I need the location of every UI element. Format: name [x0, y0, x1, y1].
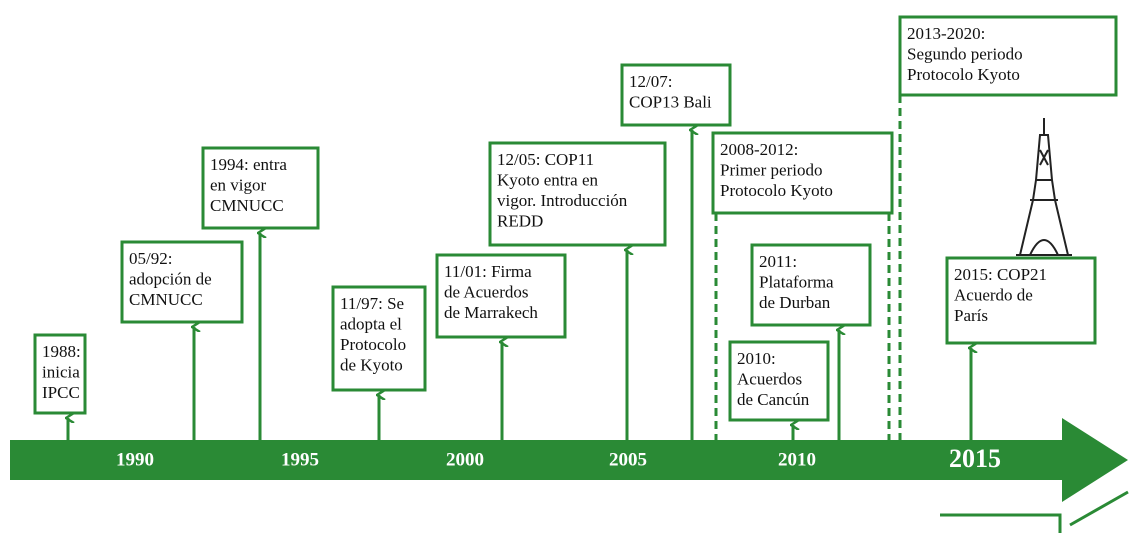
event-text: CMNUCC: [129, 290, 203, 309]
year-label: 2005: [609, 449, 647, 470]
timeline: 1990 1995 2000 2005 2010 2015 1988: iniciaIPCC 0…: [0, 0, 1131, 533]
event-text: Plataforma: [759, 273, 834, 292]
event-text: 1988:: [42, 342, 81, 361]
year-label: 1990: [116, 449, 154, 470]
year-label: 2010: [778, 449, 816, 470]
event-text: de Marrakech: [444, 303, 538, 322]
event-text: en vigor: [210, 176, 267, 195]
year-label: 1995: [281, 449, 319, 470]
year-label: 2015: [949, 444, 1001, 473]
decoration: [940, 515, 1060, 533]
event-text: CMNUCC: [210, 196, 284, 215]
eiffel-tower: [1016, 118, 1072, 255]
event-text: de Acuerdos: [444, 283, 529, 302]
event-text: Protocolo Kyoto: [907, 65, 1020, 84]
year-label: 2000: [446, 449, 484, 470]
event-text: 11/01: Firma: [444, 262, 532, 281]
event-text: COP13 Bali: [629, 93, 712, 112]
event-text: de Kyoto: [340, 356, 403, 375]
event-text: Acuerdo de: [954, 286, 1033, 305]
event-text: Protocolo Kyoto: [720, 181, 833, 200]
event-text: inicia: [42, 363, 80, 382]
event-text: 2008-2012:: [720, 140, 798, 159]
event-text: Primer periodo: [720, 161, 822, 180]
event-text: 12/07:: [629, 72, 672, 91]
event-text: 05/92:: [129, 249, 172, 268]
event-text: 11/97: Se: [340, 294, 404, 313]
event-text: adopción de: [129, 270, 212, 289]
event-text: vigor. Introducción: [497, 191, 628, 210]
event-text: 2013-2020:: [907, 24, 985, 43]
event-text: París: [954, 306, 988, 325]
decoration: [1070, 492, 1128, 525]
event-text: 12/05: COP11: [497, 150, 594, 169]
event-text: 2010:: [737, 349, 776, 368]
event-text: Acuerdos: [737, 370, 802, 389]
event-text: REDD: [497, 212, 543, 231]
event-text: de Cancún: [737, 390, 810, 409]
event-text: 2015: COP21: [954, 265, 1047, 284]
event-text: adopta el: [340, 315, 402, 334]
event-text: 2011:: [759, 252, 797, 271]
event-text: 1994: entra: [210, 155, 287, 174]
event-text: IPCC: [42, 383, 80, 402]
event-text: de Durban: [759, 293, 831, 312]
event-text: Segundo periodo: [907, 45, 1023, 64]
event-text: Protocolo: [340, 335, 406, 354]
event-text: Kyoto entra en: [497, 171, 599, 190]
